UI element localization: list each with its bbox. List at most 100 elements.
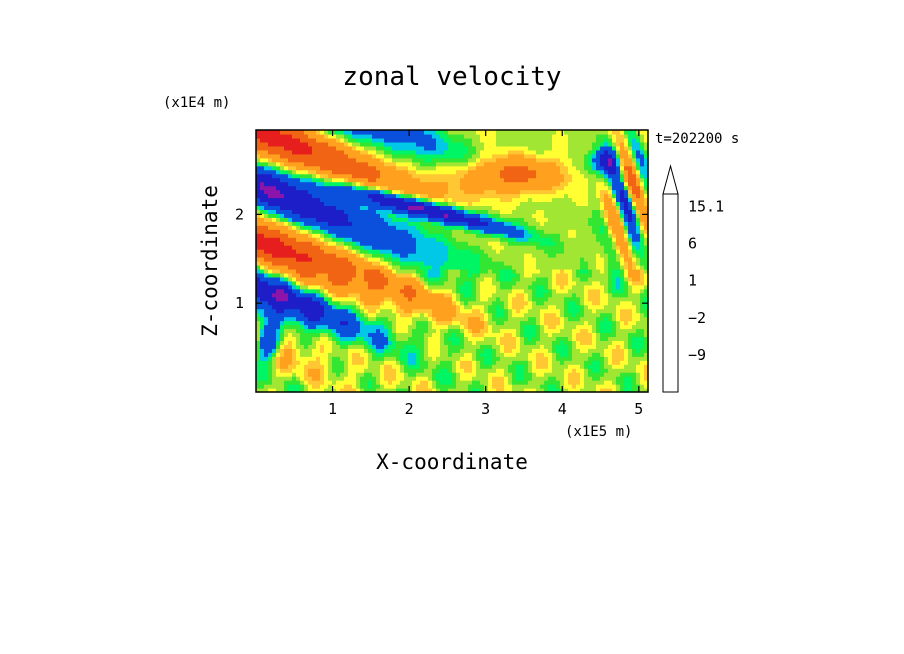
heatmap-cell: [304, 304, 309, 310]
heatmap-cell: [268, 249, 273, 254]
heatmap-cell: [344, 360, 349, 365]
heatmap-cell: [276, 264, 281, 270]
heatmap-cell: [280, 364, 285, 369]
heatmap-cell: [456, 284, 461, 290]
heatmap-cell: [400, 241, 405, 246]
heatmap-cell: [428, 388, 433, 393]
heatmap-cell: [504, 312, 509, 318]
heatmap-cell: [496, 324, 501, 330]
heatmap-cell: [456, 157, 461, 163]
heatmap-cell: [264, 209, 269, 214]
heatmap-cell: [308, 145, 313, 151]
heatmap-cell: [508, 221, 513, 226]
heatmap-cell: [400, 296, 405, 302]
heatmap-cell: [312, 221, 317, 226]
heatmap-cell: [448, 177, 453, 183]
heatmap-cell: [400, 181, 405, 187]
heatmap-cell: [336, 149, 341, 155]
heatmap-cell: [376, 181, 381, 187]
heatmap-cell: [348, 356, 353, 361]
heatmap-cell: [312, 276, 317, 282]
heatmap-cell: [528, 360, 533, 365]
heatmap-cell: [452, 324, 457, 330]
heatmap-cell: [520, 388, 525, 393]
heatmap-cell: [368, 328, 373, 334]
heatmap-cell: [496, 272, 501, 278]
heatmap-cell: [320, 130, 325, 135]
heatmap-cell: [496, 296, 501, 302]
heatmap-cell: [292, 344, 297, 349]
heatmap-cell: [336, 141, 341, 147]
heatmap-cell: [332, 316, 337, 322]
heatmap-cell: [316, 241, 321, 246]
heatmap-cell: [336, 137, 341, 143]
heatmap-cell: [516, 304, 521, 310]
heatmap-cell: [312, 181, 317, 187]
heatmap-cell: [440, 352, 445, 357]
heatmap-cell: [400, 348, 405, 353]
heatmap-cell: [512, 372, 517, 377]
heatmap-cell: [380, 364, 385, 369]
heatmap-cell: [428, 348, 433, 353]
heatmap-cell: [400, 165, 405, 171]
heatmap-cell: [396, 257, 401, 262]
heatmap-cell: [288, 328, 293, 334]
heatmap-cell: [484, 360, 489, 365]
heatmap-cell: [420, 205, 425, 210]
heatmap-cell: [300, 213, 305, 218]
heatmap-cell: [412, 141, 417, 147]
heatmap-cell: [496, 280, 501, 286]
heatmap-cell: [516, 237, 521, 242]
heatmap-cell: [424, 249, 429, 254]
heatmap-cell: [356, 221, 361, 226]
heatmap-cell: [372, 185, 377, 191]
heatmap-cell: [540, 257, 545, 262]
heatmap-cell: [420, 364, 425, 369]
heatmap-cell: [304, 245, 309, 250]
heatmap-cell: [280, 308, 285, 314]
heatmap-cell: [552, 149, 557, 155]
heatmap-cell: [300, 245, 305, 250]
heatmap-cell: [304, 161, 309, 167]
heatmap-cell: [316, 173, 321, 179]
heatmap-cell: [328, 221, 333, 226]
heatmap-cell: [412, 372, 417, 377]
heatmap-cell: [444, 316, 449, 322]
heatmap-cell: [408, 249, 413, 254]
heatmap-cell: [524, 189, 529, 195]
heatmap-cell: [380, 336, 385, 341]
heatmap-cell: [316, 165, 321, 171]
heatmap-cell: [440, 157, 445, 163]
heatmap-cell: [512, 141, 517, 147]
heatmap-cell: [280, 253, 285, 258]
heatmap-cell: [464, 133, 469, 139]
heatmap-cell: [284, 213, 289, 218]
heatmap-cell: [472, 130, 477, 135]
heatmap-cell: [524, 233, 529, 238]
heatmap-cell: [384, 276, 389, 282]
heatmap-cell: [468, 189, 473, 195]
heatmap-cell: [512, 193, 517, 199]
heatmap-cell: [520, 316, 525, 322]
heatmap-cell: [400, 145, 405, 151]
heatmap-cell: [272, 133, 277, 139]
heatmap-cell: [548, 153, 553, 159]
heatmap-cell: [300, 264, 305, 270]
heatmap-cell: [260, 344, 265, 349]
heatmap-cell: [464, 328, 469, 334]
heatmap-cell: [408, 185, 413, 191]
heatmap-cell: [404, 181, 409, 187]
heatmap-cell: [492, 205, 497, 210]
heatmap-cell: [512, 189, 517, 195]
heatmap-cell: [340, 360, 345, 365]
heatmap-cell: [352, 233, 357, 238]
heatmap-cell: [440, 193, 445, 199]
heatmap-cell: [488, 257, 493, 262]
heatmap-cell: [312, 253, 317, 258]
heatmap-cell: [304, 197, 309, 203]
heatmap-cell: [408, 264, 413, 270]
heatmap-cell: [376, 241, 381, 246]
heatmap-cell: [404, 233, 409, 238]
heatmap-cell: [272, 380, 277, 385]
heatmap-cell: [264, 364, 269, 369]
